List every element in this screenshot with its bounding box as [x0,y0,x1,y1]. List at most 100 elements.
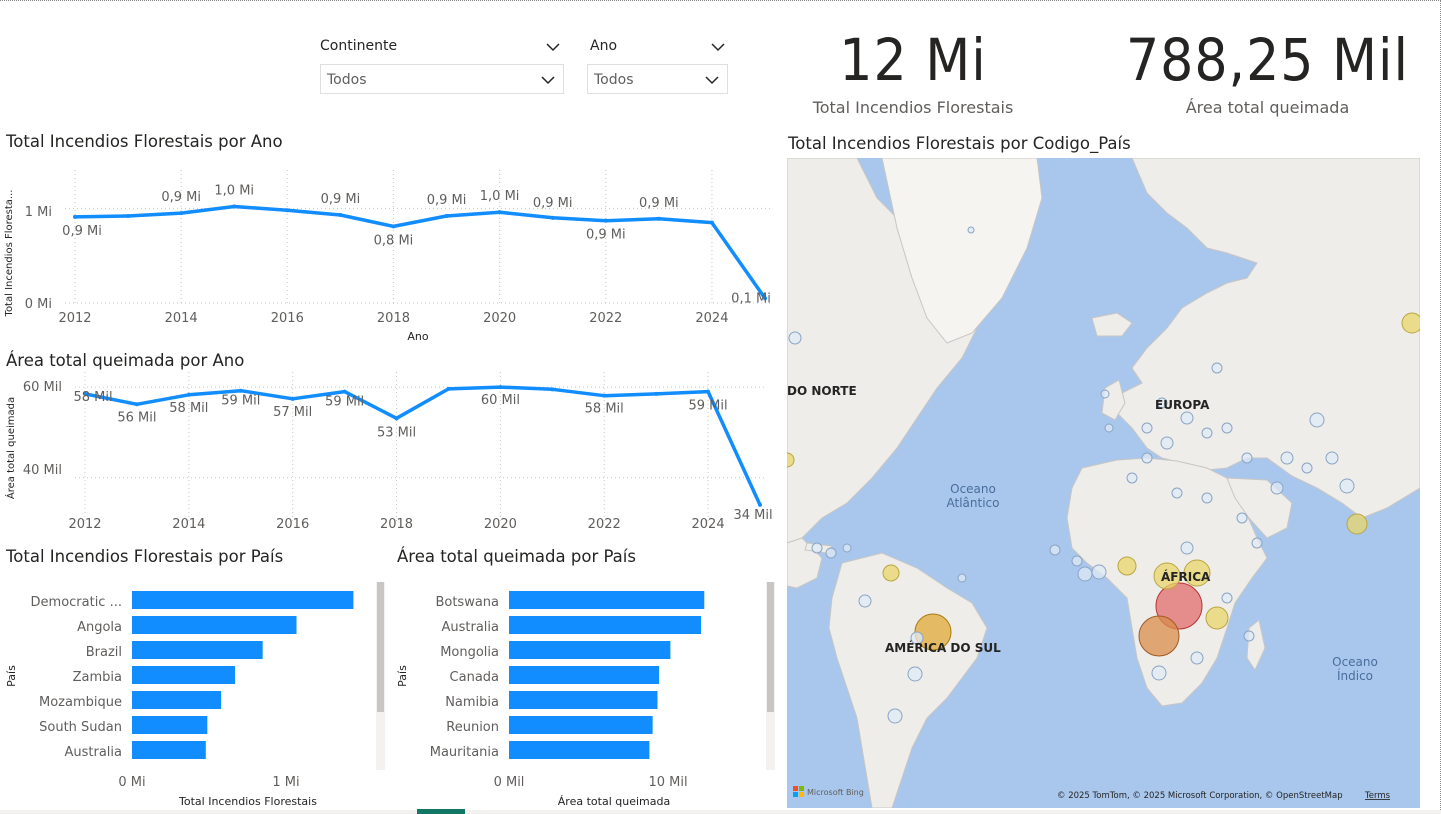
map-bubble[interactable] [858,594,872,608]
map-bubble[interactable] [957,573,967,583]
map-bubble[interactable] [1236,512,1248,524]
continent-slicer[interactable]: Continente Todos [320,38,564,96]
map-terms-link[interactable]: Terms [1364,791,1391,801]
data-point[interactable] [603,218,608,223]
year-dropdown[interactable]: Todos [587,64,728,94]
data-point[interactable] [290,396,295,401]
map-bubble[interactable] [1180,541,1194,555]
map-bubble[interactable] [1241,452,1253,464]
map-bubble[interactable] [1339,478,1355,494]
bar[interactable] [132,716,208,734]
map-bubble[interactable] [1190,651,1204,665]
data-point[interactable] [134,402,139,407]
data-point[interactable] [338,213,343,218]
data-point[interactable] [498,385,503,390]
data-point[interactable] [179,211,184,216]
data-point[interactable] [394,416,399,421]
map-bubble[interactable] [967,226,975,234]
map-bubble[interactable] [1221,422,1233,434]
data-point[interactable] [444,213,449,218]
bar[interactable] [509,716,653,734]
map-bubble[interactable] [1201,492,1213,504]
map-bubble[interactable] [910,631,924,645]
map-bubble[interactable] [1346,513,1368,535]
bar[interactable] [132,741,206,759]
bar[interactable] [132,616,297,634]
bar[interactable] [132,641,263,659]
map-bubble[interactable] [1141,452,1153,464]
series-line[interactable] [84,385,762,506]
data-point[interactable] [391,224,396,229]
bar-chart-fires-by-country[interactable]: País Democratic ... Angola Brazil Zambia Moz… [0,578,390,810]
bar[interactable] [509,591,705,609]
map-bubble[interactable] [787,452,795,468]
bar[interactable] [132,591,354,609]
map-bubble[interactable] [1126,472,1138,484]
map-bubble[interactable] [1156,397,1168,409]
data-point[interactable] [73,214,77,219]
data-point[interactable] [654,391,659,396]
data-point[interactable] [602,393,607,398]
bar[interactable] [509,616,702,634]
bar[interactable] [509,666,660,684]
bar-chart-area-by-country[interactable]: País Botswana Australia Mongolia Canada Nami… [392,578,782,810]
map-bubble[interactable] [1211,362,1223,374]
map-bubble[interactable] [907,666,923,682]
map-bubble[interactable] [1221,592,1233,604]
map-bubble[interactable] [1100,389,1110,399]
bubble-map[interactable]: DO NORTE EUROPA ÁFRICA AMÉRICA DO SUL Oc… [787,158,1420,808]
map-bubble[interactable] [1301,462,1313,474]
bar[interactable] [132,691,222,709]
scrollbar-thumb[interactable] [767,582,774,712]
data-point[interactable] [342,389,347,394]
data-point[interactable] [446,386,451,391]
line-chart-area-by-year[interactable]: Área total queimada 60 Mil 40 Mil 2012 20… [0,370,780,535]
map-bubble[interactable] [825,547,837,559]
data-point[interactable] [238,388,243,393]
data-point[interactable] [285,208,290,213]
chevron-down-icon[interactable] [711,42,725,52]
bar[interactable] [509,691,658,709]
map-bubble[interactable] [1401,312,1420,334]
line-chart-fires-by-year[interactable]: Total Incendios Floresta... 1 Mi 0 Mi 20… [0,160,780,345]
data-point[interactable] [550,215,555,220]
series-line[interactable] [74,204,767,300]
map-canvas[interactable]: DO NORTE EUROPA ÁFRICA AMÉRICA DO SUL Oc… [787,158,1420,808]
map-bubble[interactable] [1151,665,1167,681]
data-point[interactable] [758,502,762,507]
scrollbar-thumb[interactable] [377,582,384,712]
data-point[interactable] [550,387,555,392]
bar[interactable] [509,641,671,659]
data-point[interactable] [763,296,767,301]
map-bubble[interactable] [842,543,852,553]
year-slicer[interactable]: Ano Todos [587,38,728,96]
map-bubble[interactable] [1171,487,1183,499]
map-bubble[interactable] [1325,451,1339,465]
data-point[interactable] [232,204,237,209]
map-bubble[interactable] [1201,427,1213,439]
map-bubble[interactable] [1270,481,1284,495]
map-bubble[interactable] [1243,630,1255,642]
map-bubble[interactable] [1160,436,1174,450]
data-point[interactable] [706,389,711,394]
data-point[interactable] [126,213,131,218]
map-bubble[interactable] [1251,537,1263,549]
data-point[interactable] [186,392,191,397]
map-bubble[interactable] [1117,556,1137,576]
map-bubble[interactable] [1049,544,1061,556]
map-bubble[interactable] [1071,555,1083,567]
chevron-down-icon[interactable] [546,42,560,52]
map-bubble[interactable] [1091,564,1107,580]
map-bubble[interactable] [1180,411,1194,425]
map-bubble[interactable] [1309,412,1325,428]
map-bubble[interactable] [811,542,823,554]
map-bubble[interactable] [1077,566,1093,582]
data-point[interactable] [656,216,661,221]
map-bubble[interactable] [788,331,802,345]
map-bubble[interactable] [1104,423,1114,433]
bar[interactable] [132,666,236,684]
data-point[interactable] [83,391,87,396]
map-bubble[interactable] [1183,559,1211,587]
map-bubble[interactable] [1138,615,1180,657]
map-bubble[interactable] [882,564,900,582]
